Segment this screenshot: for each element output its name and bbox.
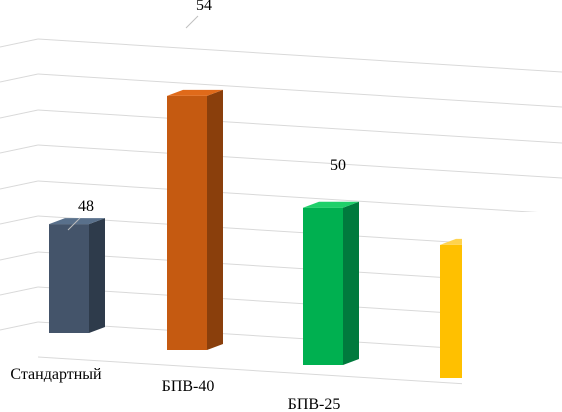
bar-top	[167, 89, 223, 96]
category-label: Стандартный	[10, 366, 102, 383]
data-label: 48	[78, 198, 94, 215]
bar-front	[303, 207, 343, 365]
gridline	[0, 73, 39, 83]
gridline	[37, 109, 562, 144]
gridline	[0, 251, 39, 261]
leader-line	[67, 217, 81, 231]
gridline	[0, 38, 39, 48]
gridline	[0, 215, 39, 225]
gridline	[37, 180, 562, 215]
category-labels: Стандартный БПВ-40 БПВ-25	[10, 366, 340, 412]
category-label: БПВ-40	[162, 378, 215, 395]
data-labels: 48 54 50	[78, 0, 346, 215]
bar-side	[89, 218, 105, 333]
gridline	[37, 38, 562, 73]
bar-top	[303, 201, 359, 208]
gridline	[37, 73, 562, 108]
bar-front	[167, 95, 207, 351]
category-label: БПВ-25	[288, 396, 341, 412]
gridline	[37, 144, 562, 179]
bar-side	[343, 201, 359, 365]
gridline	[0, 286, 39, 296]
gridline	[0, 144, 39, 154]
bar-front	[49, 224, 89, 333]
gridline	[0, 109, 39, 119]
bottom-clip	[0, 370, 120, 412]
data-label: 54	[196, 0, 212, 14]
data-label: 50	[330, 157, 346, 174]
gridline	[0, 321, 39, 331]
leader-line	[185, 15, 199, 29]
overlay-box	[462, 212, 562, 412]
bars	[49, 89, 496, 378]
gridline	[0, 180, 39, 190]
bar-side	[207, 89, 223, 351]
